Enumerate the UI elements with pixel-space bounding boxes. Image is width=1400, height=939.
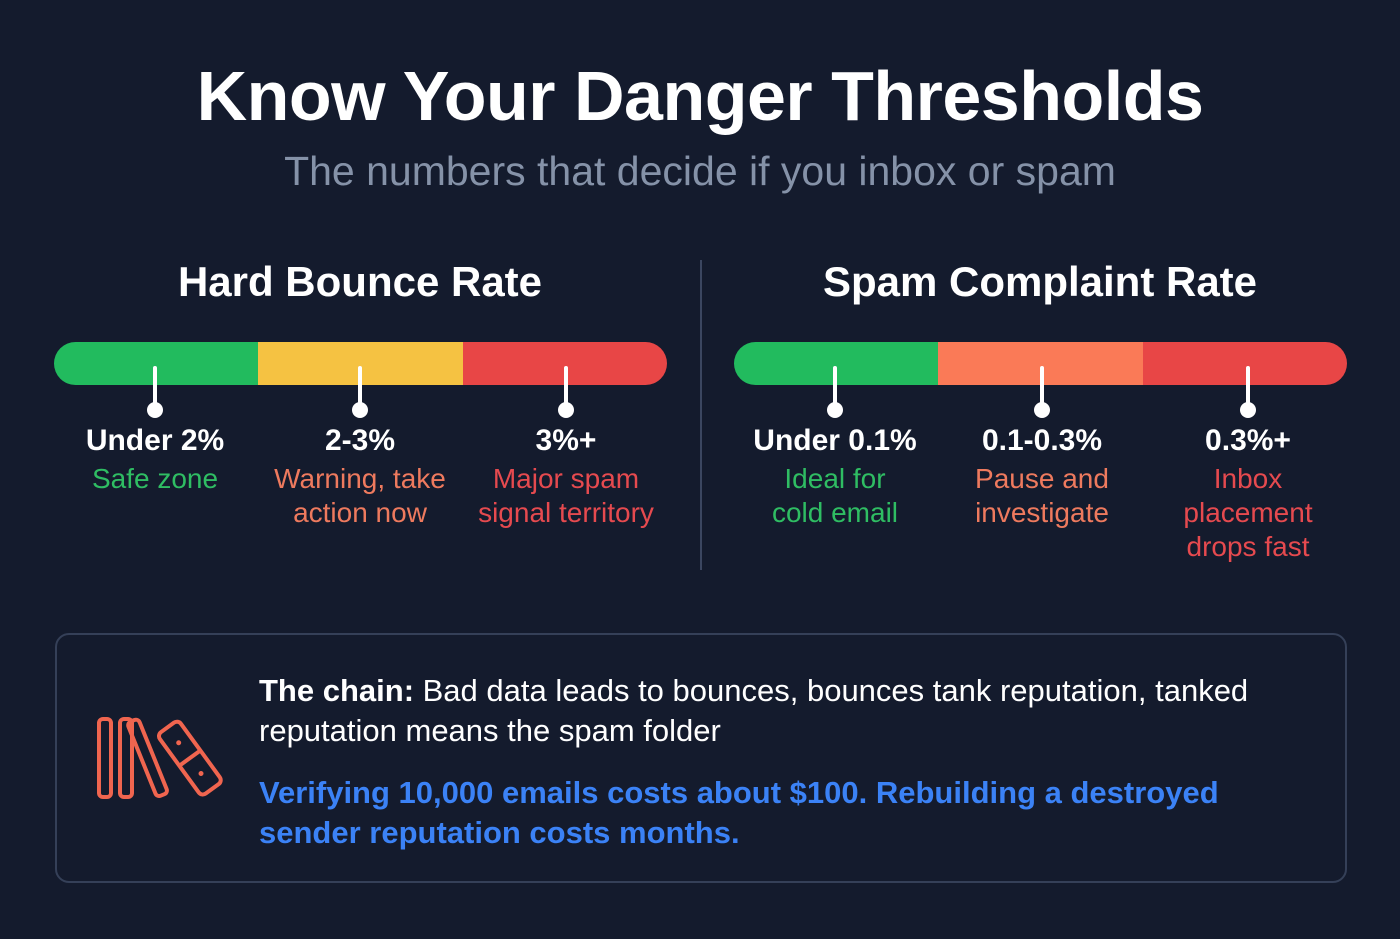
threshold-label: Under 0.1% Ideal for cold email	[730, 422, 940, 530]
threshold-label: 0.1-0.3% Pause and investigate	[937, 422, 1147, 530]
threshold-range: 0.1-0.3%	[981, 424, 1103, 457]
chain-body: Bad data leads to bounces, bounces tank …	[259, 673, 1249, 748]
threshold-description: Pause and investigate	[975, 463, 1109, 528]
threshold-range: 0.3%+	[1205, 424, 1291, 457]
cost-comparison: Verifying 10,000 emails costs about $100…	[259, 775, 1219, 850]
threshold-label: 2-3% Warning, take action now	[255, 422, 465, 530]
falling-books-icon	[97, 717, 223, 799]
threshold-range: 3%+	[535, 424, 597, 457]
page-title: Know Your Danger Thresholds	[196, 57, 1204, 135]
chain-callout: The chain: Bad data leads to bounces, bo…	[55, 633, 1347, 883]
panel-title: Spam Complaint Rate	[822, 258, 1258, 305]
threshold-description: Ideal for cold email	[771, 463, 899, 528]
threshold-range: 2-3%	[324, 424, 396, 457]
threshold-description: Major spam signal territory	[478, 463, 654, 528]
threshold-label: 0.3%+ Inbox placement drops fast	[1143, 422, 1353, 564]
threshold-range: Under 2%	[85, 424, 225, 457]
chain-lead: The chain:	[259, 673, 415, 708]
panel-divider	[700, 260, 702, 570]
marker-pin-icon	[147, 366, 163, 418]
marker-pin-icon	[1034, 366, 1050, 418]
bar-segment-danger	[1142, 342, 1347, 385]
threshold-label: 3%+ Major spam signal territory	[461, 422, 671, 530]
marker-pin-icon	[352, 366, 368, 418]
marker-pin-icon	[827, 366, 843, 418]
chain-description: The chain: Bad data leads to bounces, bo…	[259, 671, 1319, 751]
spam-complaint-panel: Spam Complaint Rate Under 0.1% Ideal for…	[720, 258, 1360, 578]
panel-title: Hard Bounce Rate	[177, 258, 543, 305]
marker-pin-icon	[558, 366, 574, 418]
page-subtitle: The numbers that decide if you inbox or …	[284, 148, 1116, 194]
threshold-description: Warning, take action now	[274, 463, 446, 528]
threshold-label: Under 2% Safe zone	[50, 422, 260, 496]
hard-bounce-panel: Hard Bounce Rate Under 2% Safe zone 2-3%…	[40, 258, 680, 578]
threshold-bar	[54, 342, 667, 385]
marker-pin-icon	[1240, 366, 1256, 418]
threshold-description: Inbox placement drops fast	[1183, 463, 1313, 562]
threshold-range: Under 0.1%	[753, 424, 917, 457]
threshold-description: Safe zone	[91, 463, 219, 494]
